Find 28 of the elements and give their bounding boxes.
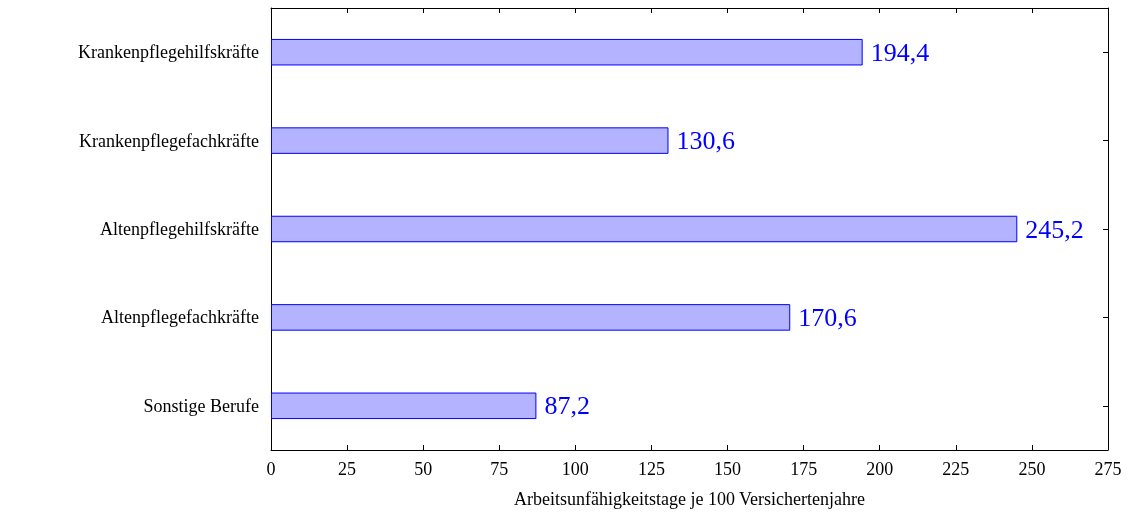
x-tick-label: 275 [1094,459,1122,479]
data-label: 245,2 [1025,214,1084,244]
x-tick-label: 0 [266,459,276,479]
y-tick-label: Altenpflegefachkräfte [101,307,260,328]
x-tick-label: 75 [490,459,509,479]
x-tick-label: 250 [1018,459,1046,479]
x-tick-label: 50 [414,459,433,479]
x-tick-label: 125 [637,459,665,479]
bar [271,38,863,66]
x-tick-label: 150 [714,459,742,479]
x-tick-label: 25 [338,459,357,479]
y-tick-label: Sonstige Berufe [143,395,260,416]
data-label: 194,4 [870,37,930,67]
data-label: 130,6 [676,126,735,156]
x-tick-label: 175 [790,459,818,479]
y-tick-label: Altenpflegehilfskräfte [100,219,260,239]
data-label: 87,2 [544,391,590,421]
bar [271,392,537,420]
bar [271,215,1018,243]
x-tick-label: 100 [561,459,589,479]
y-tick-label: Krankenpflegefachkräfte [79,130,260,151]
bar [271,304,791,331]
x-tick-label: 200 [866,459,894,479]
y-tick-label: Krankenpflegehilfskräfte [78,42,259,63]
x-tick-label: 225 [942,459,970,479]
x-axis-title: Arbeitsunfähigkeitstage je 100 Versichertenjahre [513,489,866,509]
data-label: 170,6 [798,302,857,332]
bar [271,127,669,154]
